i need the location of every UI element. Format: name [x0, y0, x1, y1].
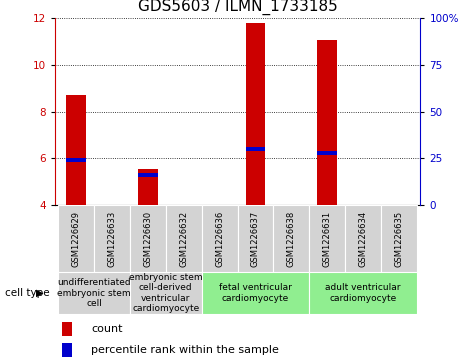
Text: GSM1226630: GSM1226630 [143, 211, 152, 267]
Text: GSM1226636: GSM1226636 [215, 211, 224, 267]
Bar [138, 173, 158, 177]
Bar [62, 322, 72, 336]
Bar [246, 23, 266, 205]
Bar [317, 40, 337, 205]
Text: GSM1226631: GSM1226631 [323, 211, 332, 267]
FancyBboxPatch shape [58, 205, 94, 272]
Text: count: count [91, 324, 123, 334]
FancyBboxPatch shape [202, 272, 309, 314]
FancyBboxPatch shape [309, 272, 417, 314]
Text: undifferentiated
embryonic stem
cell: undifferentiated embryonic stem cell [57, 278, 131, 308]
FancyBboxPatch shape [381, 205, 417, 272]
FancyBboxPatch shape [345, 205, 381, 272]
FancyBboxPatch shape [130, 272, 202, 314]
Text: fetal ventricular
cardiomyocyte: fetal ventricular cardiomyocyte [219, 284, 292, 303]
Bar [62, 343, 72, 357]
Text: GSM1226634: GSM1226634 [359, 211, 368, 267]
Bar [246, 147, 266, 151]
FancyBboxPatch shape [273, 205, 309, 272]
Bar [317, 151, 337, 155]
FancyBboxPatch shape [166, 205, 202, 272]
Text: cell type: cell type [5, 288, 49, 298]
Title: GDS5603 / ILMN_1733185: GDS5603 / ILMN_1733185 [138, 0, 337, 15]
FancyBboxPatch shape [202, 205, 238, 272]
FancyBboxPatch shape [130, 205, 166, 272]
Text: GSM1226633: GSM1226633 [107, 211, 116, 267]
FancyBboxPatch shape [58, 272, 130, 314]
Text: GSM1226629: GSM1226629 [72, 211, 81, 267]
Text: GSM1226637: GSM1226637 [251, 211, 260, 267]
Bar [66, 95, 86, 205]
Text: GSM1226638: GSM1226638 [287, 211, 296, 267]
Text: ▶: ▶ [36, 288, 43, 298]
FancyBboxPatch shape [94, 205, 130, 272]
Text: embryonic stem
cell-derived
ventricular
cardiomyocyte: embryonic stem cell-derived ventricular … [129, 273, 203, 313]
Bar [66, 158, 86, 162]
Text: GSM1226635: GSM1226635 [394, 211, 403, 267]
Text: adult ventricular
cardiomyocyte: adult ventricular cardiomyocyte [325, 284, 401, 303]
FancyBboxPatch shape [309, 205, 345, 272]
FancyBboxPatch shape [238, 205, 273, 272]
Text: GSM1226632: GSM1226632 [179, 211, 188, 267]
Bar [138, 169, 158, 205]
Text: percentile rank within the sample: percentile rank within the sample [91, 345, 279, 355]
